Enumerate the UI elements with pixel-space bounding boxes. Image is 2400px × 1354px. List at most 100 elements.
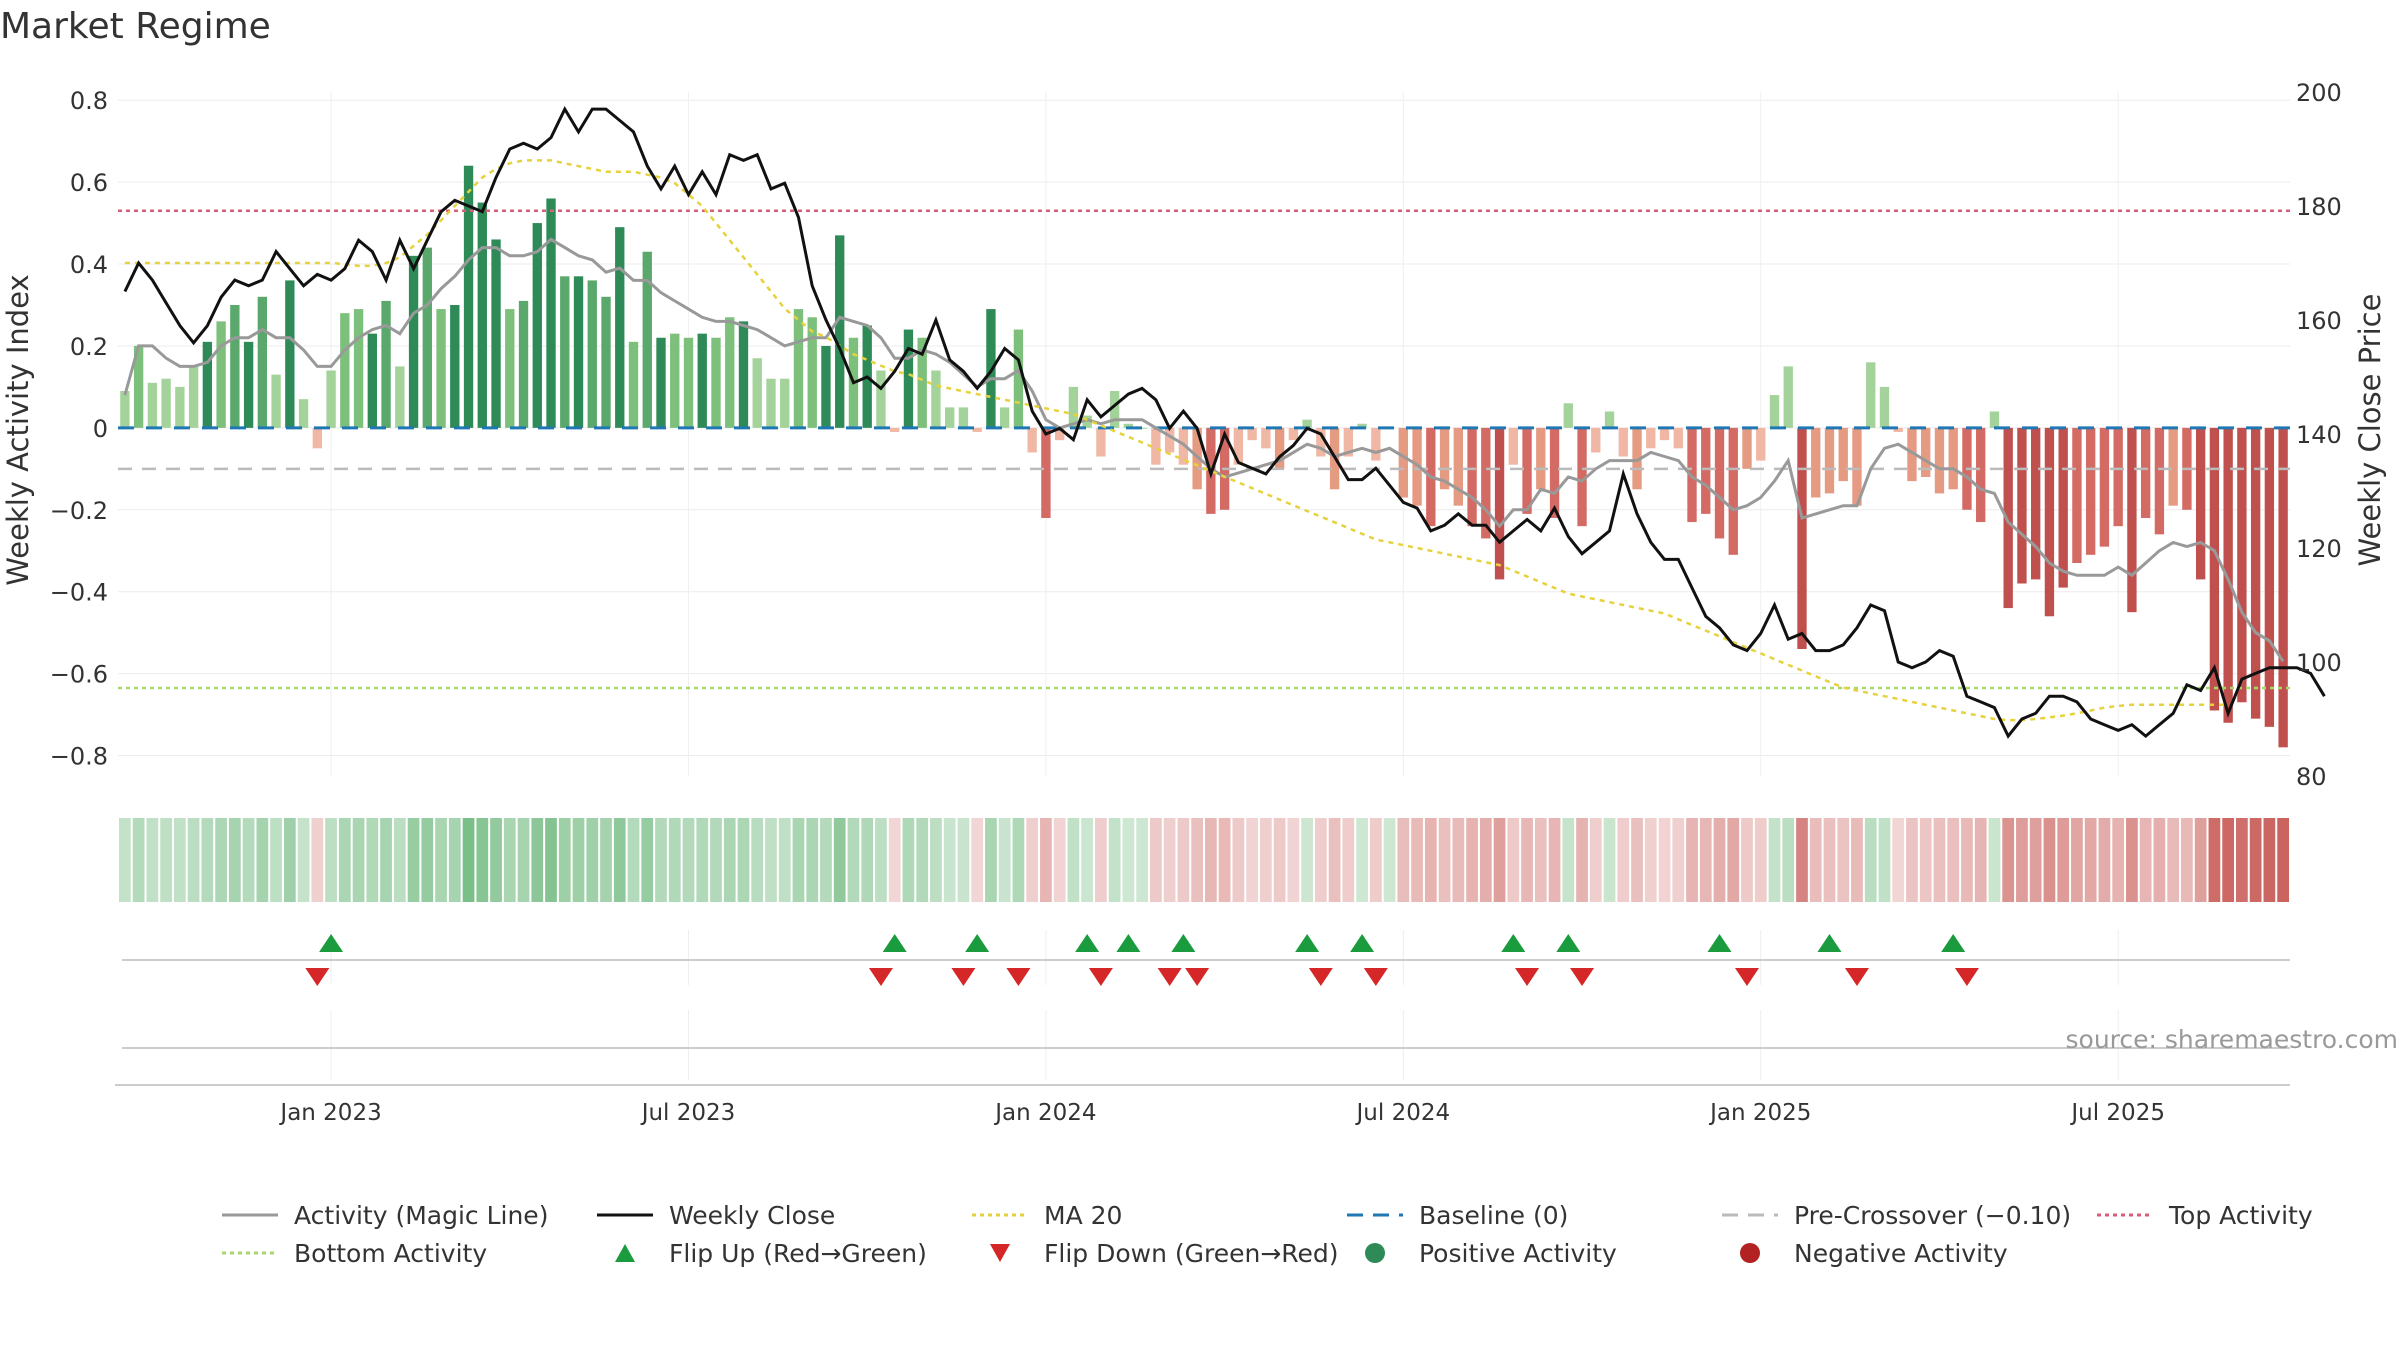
heat-cell bbox=[613, 818, 626, 902]
activity-bar bbox=[931, 370, 941, 428]
activity-bar bbox=[1192, 427, 1202, 490]
heat-cell bbox=[448, 818, 461, 902]
legend-label: Pre-Crossover (−0.10) bbox=[1794, 1200, 2072, 1230]
activity-bar bbox=[1701, 427, 1711, 514]
activity-bar bbox=[2209, 427, 2220, 711]
legend-item: Pre-Crossover (−0.10) bbox=[1720, 1200, 2071, 1230]
activity-bar bbox=[1604, 411, 1615, 428]
activity-bar bbox=[505, 309, 515, 428]
heat-cell bbox=[1727, 818, 1740, 902]
heat-cell bbox=[2084, 818, 2097, 902]
activity-bar bbox=[2072, 427, 2082, 564]
activity-bar bbox=[477, 202, 487, 428]
x-tick-label: Jul 2025 bbox=[2069, 1100, 2165, 1126]
heat-cell bbox=[1589, 818, 1602, 902]
y-tick-label: −0.8 bbox=[50, 743, 108, 771]
activity-bar bbox=[1302, 419, 1312, 428]
legend-label: Top Activity bbox=[2169, 1200, 2313, 1230]
activity-bar bbox=[1522, 427, 1532, 514]
heat-cell bbox=[820, 818, 832, 902]
heat-cell bbox=[187, 818, 200, 902]
flip-up-marker bbox=[1501, 934, 1526, 952]
heat-cell bbox=[1562, 818, 1575, 902]
y-tick-label: 0.6 bbox=[70, 169, 108, 197]
activity-bar bbox=[807, 317, 817, 428]
heat-cell bbox=[1163, 818, 1176, 902]
heat-cell bbox=[792, 818, 805, 902]
heat-cell bbox=[1342, 818, 1355, 902]
activity-bar bbox=[2168, 427, 2178, 506]
activity-bar bbox=[532, 223, 542, 428]
activity-bar bbox=[2154, 427, 2165, 535]
y-tick-label: −0.4 bbox=[50, 579, 108, 607]
flip-up-marker bbox=[1707, 934, 1732, 952]
heat-cell bbox=[902, 818, 915, 902]
heat-cell bbox=[2181, 818, 2193, 902]
activity-bar bbox=[1109, 390, 1120, 428]
activity-bar bbox=[1123, 423, 1134, 428]
y2-tick-label: 160 bbox=[2296, 307, 2342, 335]
flip-up-marker bbox=[1817, 934, 1842, 952]
y-tick-label: 0.8 bbox=[70, 87, 108, 115]
heat-cell bbox=[1617, 818, 1630, 902]
activity-bar bbox=[1934, 427, 1945, 494]
heat-cell bbox=[393, 818, 406, 902]
activity-bar bbox=[367, 333, 377, 428]
heat-cell bbox=[1287, 818, 1300, 902]
activity-bar bbox=[1577, 427, 1587, 527]
heat-cell bbox=[2016, 818, 2028, 902]
activity-bar bbox=[601, 296, 611, 428]
heat-cell bbox=[228, 818, 241, 902]
activity-bar bbox=[1137, 427, 1147, 429]
activity-bar bbox=[1659, 427, 1670, 441]
activity-bar bbox=[1632, 427, 1642, 490]
activity-bar bbox=[972, 427, 982, 432]
activity-bar bbox=[752, 358, 762, 428]
dotted-line-icon bbox=[972, 1213, 1028, 1217]
heat-cell bbox=[1067, 818, 1080, 902]
activity-bar bbox=[821, 345, 831, 428]
heat-cell bbox=[1012, 818, 1025, 902]
heat-cell bbox=[861, 818, 874, 902]
activity-bar bbox=[697, 333, 707, 428]
activity-bar bbox=[793, 309, 804, 428]
activity-bar bbox=[958, 407, 969, 428]
heat-cell bbox=[1383, 818, 1396, 902]
x-tick-label: Jul 2023 bbox=[640, 1100, 736, 1126]
activity-bar bbox=[518, 300, 529, 428]
heat-cell bbox=[297, 818, 310, 902]
activity-bar bbox=[2003, 427, 2013, 609]
activity-bar bbox=[133, 345, 144, 428]
heat-cell bbox=[833, 818, 846, 902]
heat-cell bbox=[1150, 818, 1162, 902]
activity-bar bbox=[298, 399, 309, 428]
heat-cell bbox=[1947, 818, 1960, 902]
activity-bar bbox=[2099, 427, 2110, 547]
heat-cell bbox=[847, 818, 860, 902]
activity-bar bbox=[1164, 427, 1175, 453]
heat-cell bbox=[957, 818, 970, 902]
activity-bar bbox=[2264, 427, 2275, 727]
legend-item: Activity (Magic Line) bbox=[220, 1200, 548, 1230]
heat-cell bbox=[2277, 818, 2289, 902]
heat-cell bbox=[806, 818, 819, 902]
y-tick-label: 0 bbox=[93, 415, 108, 443]
heat-cell bbox=[2029, 818, 2042, 902]
dashed-line-icon bbox=[1347, 1213, 1403, 1217]
activity-bar bbox=[395, 366, 405, 428]
activity-bar bbox=[642, 251, 652, 428]
heat-cell bbox=[1177, 818, 1190, 902]
activity-bar bbox=[230, 304, 240, 428]
activity-bar bbox=[2058, 427, 2068, 588]
legend-item: Baseline (0) bbox=[1345, 1200, 1568, 1230]
heat-cell bbox=[2139, 818, 2152, 902]
activity-bar bbox=[1646, 427, 1656, 449]
heat-cell bbox=[2194, 818, 2207, 902]
activity-bar bbox=[2085, 427, 2096, 555]
heat-cell bbox=[119, 818, 131, 902]
heat-cell bbox=[1658, 818, 1671, 902]
y2-tick-label: 200 bbox=[2296, 79, 2342, 107]
flip-down-marker bbox=[868, 968, 893, 986]
activity-bar bbox=[1027, 427, 1037, 453]
